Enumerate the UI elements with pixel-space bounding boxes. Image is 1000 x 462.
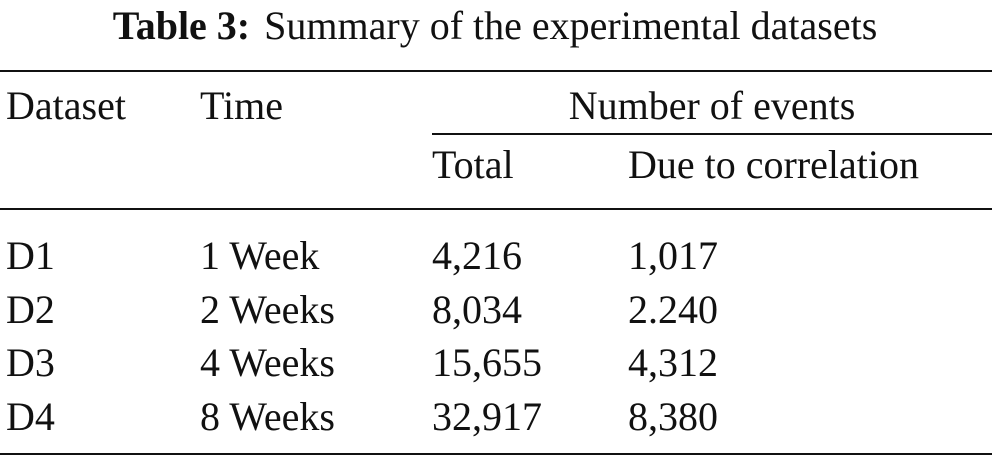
table-cell: D1 <box>6 233 55 278</box>
table-cell: 8 Weeks <box>200 393 335 439</box>
table-cell: D2 <box>6 286 55 332</box>
caption-text: Summary of the experimental datasets <box>264 3 878 48</box>
caption: Table 3: Summary of the experimental data… <box>0 6 990 46</box>
table-cell: 2.240 <box>628 286 718 332</box>
table-cell: 1,017 <box>628 233 718 278</box>
table-cell: 1 Week <box>200 233 320 278</box>
header-cell: Time <box>200 83 284 128</box>
table-cell: D3 <box>6 340 55 385</box>
header-cell: Number of events <box>568 83 856 128</box>
table-cell: D4 <box>6 393 55 439</box>
table-cell: 8,380 <box>628 393 718 439</box>
bottom-rule <box>0 453 992 455</box>
group-rule <box>432 133 992 135</box>
table-cell: 15,655 <box>432 340 542 385</box>
table-cell: 4 Weeks <box>200 340 335 385</box>
table-cell: 4,216 <box>432 233 522 278</box>
table-cell: 8,034 <box>432 286 522 332</box>
table-cell: 2 Weeks <box>200 286 335 332</box>
mid-rule <box>0 208 992 210</box>
subheader-cell: Total <box>432 142 514 187</box>
table-cell: 32,917 <box>432 393 542 439</box>
top-rule <box>0 70 992 72</box>
header-cell: Dataset <box>6 83 126 128</box>
subheader-cell: Due to correlation <box>628 142 919 187</box>
table-cell: 4,312 <box>628 340 718 385</box>
caption-label: Table 3: <box>112 3 251 48</box>
